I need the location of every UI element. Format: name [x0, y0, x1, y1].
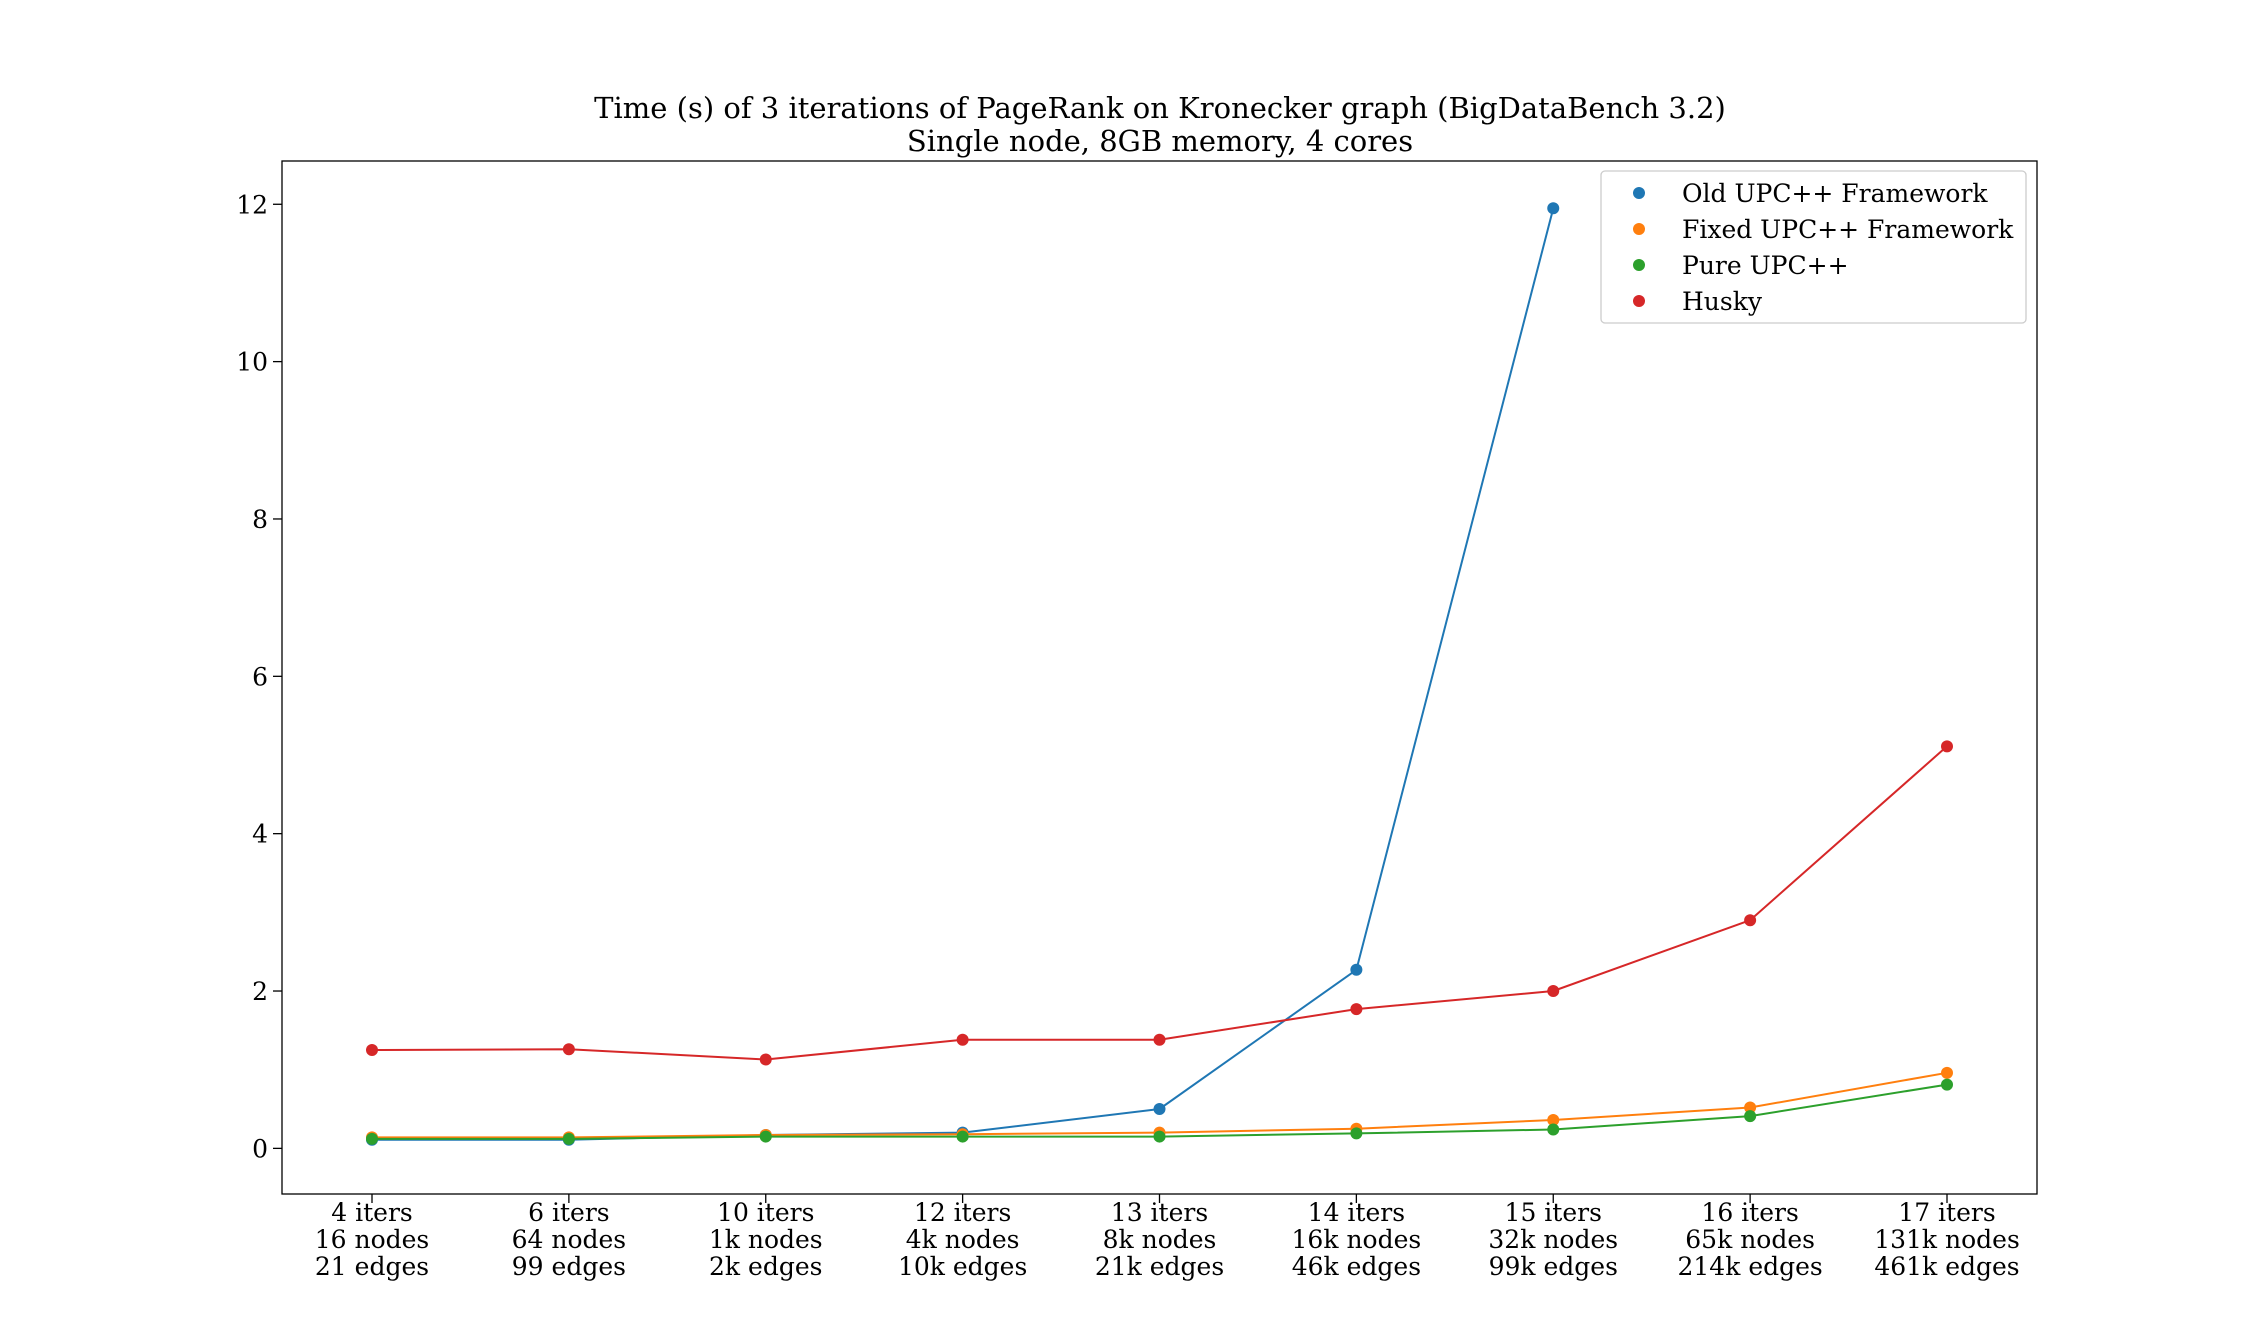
data-point — [366, 1044, 378, 1057]
legend-label: Fixed UPC++ Framework — [1682, 215, 2014, 244]
x-tick-label: 16 nodes — [315, 1225, 430, 1254]
data-point — [956, 1130, 969, 1143]
chart-title: Time (s) of 3 iterations of PageRank on … — [594, 91, 1726, 125]
legend-label: Husky — [1682, 287, 1763, 316]
data-point — [562, 1043, 575, 1056]
x-tick-label: 65k nodes — [1685, 1225, 1815, 1254]
x-tick-label: 14 iters — [1308, 1198, 1405, 1227]
data-point — [1547, 1123, 1560, 1136]
plot-area — [366, 202, 1953, 1146]
data-point — [1941, 740, 1953, 753]
legend-label: Pure UPC++ — [1682, 251, 1849, 280]
data-point — [1547, 1114, 1560, 1127]
series-line — [372, 207, 1555, 1141]
data-point — [1941, 1078, 1953, 1091]
x-tick-label: 16k nodes — [1292, 1225, 1422, 1254]
y-tick-label: 12 — [236, 190, 268, 219]
x-tick-label: 6 iters — [528, 1198, 609, 1227]
data-point — [1744, 1110, 1757, 1123]
data-point — [1350, 1127, 1363, 1140]
x-tick-label: 64 nodes — [512, 1225, 627, 1254]
data-point — [366, 1132, 378, 1145]
data-point — [759, 1053, 772, 1066]
data-point — [956, 1033, 969, 1046]
legend-marker — [1633, 187, 1645, 199]
x-tick-label: 131k nodes — [1874, 1225, 2020, 1254]
x-tick-label: 214k edges — [1678, 1252, 1823, 1281]
legend-marker — [1633, 259, 1645, 271]
x-tick-label: 2k edges — [709, 1252, 822, 1281]
legend-marker — [1633, 295, 1645, 307]
data-point — [1941, 1066, 1953, 1079]
x-tick-label: 10 iters — [717, 1198, 814, 1227]
data-point — [1547, 202, 1560, 215]
x-tick-label: 15 iters — [1505, 1198, 1602, 1227]
legend: Old UPC++ Framework Fixed UPC++ Framework… — [1600, 170, 2027, 324]
y-tick-label: 4 — [252, 820, 268, 849]
y-tick-label: 6 — [252, 662, 268, 691]
data-point — [1153, 1130, 1166, 1143]
x-tick-label: 1k nodes — [709, 1225, 823, 1254]
y-tick-label: 8 — [252, 505, 268, 534]
series-2 — [366, 1078, 1953, 1145]
data-point — [1744, 1101, 1757, 1114]
x-tick-label: 21 edges — [315, 1252, 429, 1281]
x-tick-label: 13 iters — [1111, 1198, 1208, 1227]
x-tick-label: 4 iters — [331, 1198, 412, 1227]
y-tick-label: 0 — [252, 1134, 268, 1163]
data-point — [1547, 985, 1560, 998]
x-tick-label: 99 edges — [512, 1252, 626, 1281]
x-tick-label: 12 iters — [914, 1198, 1011, 1227]
data-point — [759, 1130, 772, 1143]
data-point — [1744, 914, 1757, 927]
legend-marker — [1633, 223, 1645, 235]
series-line — [371, 745, 1948, 1061]
y-tick-label: 10 — [236, 348, 268, 377]
x-tick-label: 461k edges — [1874, 1252, 2019, 1281]
data-point — [1350, 963, 1363, 976]
data-point — [1153, 1103, 1166, 1116]
legend-label: Old UPC++ Framework — [1682, 179, 1988, 208]
x-tick-label: 17 iters — [1898, 1198, 1995, 1227]
series-3 — [366, 740, 1953, 1066]
x-tick-label: 4k nodes — [906, 1225, 1020, 1254]
x-tick-label: 8k nodes — [1103, 1225, 1217, 1254]
x-tick-label: 32k nodes — [1488, 1225, 1618, 1254]
data-point — [1153, 1033, 1166, 1046]
series-0 — [366, 202, 1560, 1146]
x-tick-label: 10k edges — [898, 1252, 1027, 1281]
x-tick-label: 21k edges — [1095, 1252, 1224, 1281]
y-axis: 0 2 4 6 8 10 12 — [236, 190, 282, 1163]
x-tick-label: 16 iters — [1701, 1198, 1798, 1227]
chart-subtitle: Single node, 8GB memory, 4 cores — [907, 124, 1413, 158]
x-tick-label: 46k edges — [1292, 1252, 1421, 1281]
y-tick-label: 2 — [252, 977, 268, 1006]
data-point — [1350, 1003, 1363, 1016]
legend-box — [1600, 170, 2027, 324]
data-point — [562, 1132, 575, 1145]
x-tick-label: 99k edges — [1489, 1252, 1618, 1281]
